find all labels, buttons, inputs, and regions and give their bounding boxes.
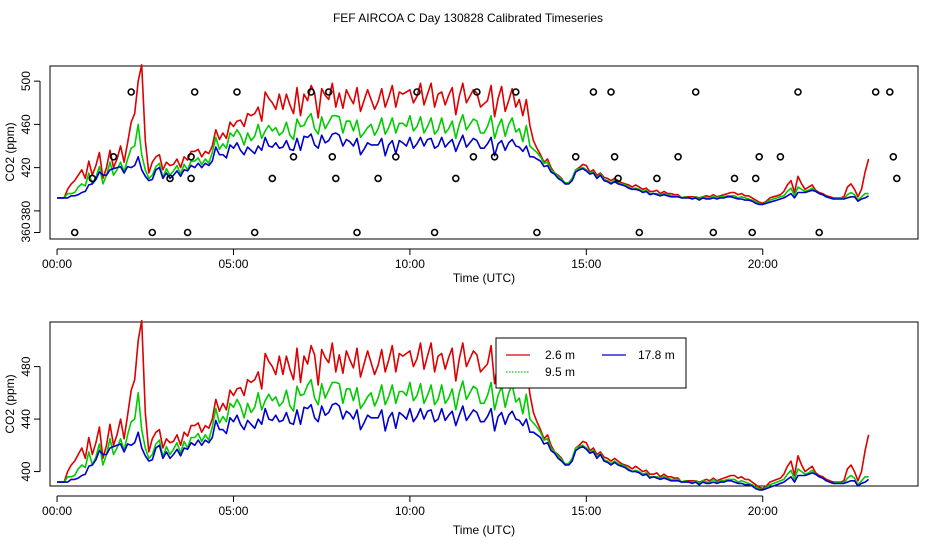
y-tick-label: 440 — [19, 409, 33, 429]
reference-marker — [691, 88, 700, 96]
reference-marker — [469, 153, 478, 161]
reference-marker — [233, 88, 241, 96]
reference-marker — [473, 88, 481, 96]
reference-marker — [610, 153, 619, 161]
bottom-x-axis: 00:00 05:00 10:00 15:00 20:00 — [42, 495, 778, 518]
bottom-y-axis-label: CO2 (ppm) — [3, 374, 17, 433]
x-tick-label: 05:00 — [218, 257, 248, 271]
top-y-axis-label: CO2 (ppm) — [3, 122, 17, 181]
legend-label-17.8m: 17.8 m — [638, 348, 675, 362]
legend: 2.6 m 9.5 m 17.8 m — [495, 337, 687, 389]
x-tick-label: 05:00 — [218, 504, 248, 518]
top-plot-frame — [49, 65, 919, 240]
bottom-series-lines — [57, 319, 870, 491]
reference-marker — [187, 174, 195, 183]
y-tick-label: 400 — [19, 461, 33, 481]
reference-marker — [324, 88, 333, 96]
reference-marker — [268, 174, 277, 183]
y-tick-label: 360 — [19, 222, 33, 242]
y-tick-label: 500 — [19, 71, 33, 91]
bottom-plot-frame — [49, 321, 919, 487]
reference-marker — [250, 228, 259, 237]
bottom-y-axis: 400 440 480 — [19, 356, 41, 482]
reference-marker — [614, 174, 622, 183]
top-x-axis: 00:00 05:00 10:00 15:00 20:00 — [42, 248, 778, 271]
reference-marker — [589, 88, 598, 96]
reference-marker — [374, 174, 382, 183]
reference-marker — [187, 153, 195, 161]
reference-marker — [307, 88, 315, 96]
reference-marker — [709, 228, 718, 237]
reference-marker — [674, 153, 682, 161]
reference-marker — [88, 174, 97, 183]
reference-marker — [815, 228, 824, 237]
reference-marker — [148, 228, 157, 237]
reference-marker — [755, 153, 764, 161]
top-markers — [70, 88, 901, 237]
x-tick-label: 00:00 — [42, 257, 72, 271]
reference-marker — [353, 228, 361, 237]
reference-marker — [490, 153, 499, 161]
x-tick-label: 15:00 — [571, 504, 601, 518]
bottom-panel: 00:00 05:00 10:00 15:00 20:00 400 440 480 Time… — [3, 319, 919, 537]
legend-label-9.5m: 9.5 m — [545, 365, 575, 379]
y-tick-label: 420 — [19, 157, 33, 177]
x-tick-label: 10:00 — [395, 257, 425, 271]
legend-box — [495, 337, 687, 389]
reference-marker — [533, 228, 541, 237]
reference-marker — [70, 228, 79, 237]
reference-marker — [190, 88, 199, 96]
y-tick-label: 460 — [19, 114, 33, 134]
bottom-x-axis-label: Time (UTC) — [453, 523, 515, 537]
p1-series-line-2.6m — [57, 64, 870, 205]
p1-series-line-9.5m — [57, 112, 869, 206]
reference-marker — [109, 153, 118, 161]
x-tick-label: 20:00 — [748, 504, 778, 518]
reference-marker — [413, 88, 421, 96]
p2-series-line-2.6m — [57, 319, 870, 490]
x-tick-label: 15:00 — [571, 257, 601, 271]
reference-marker — [166, 174, 174, 183]
reference-marker — [730, 174, 739, 183]
reference-marker — [511, 88, 520, 96]
reference-marker — [885, 88, 894, 96]
reference-marker — [289, 153, 298, 161]
reference-marker — [751, 174, 760, 183]
y-tick-label: 480 — [19, 356, 33, 376]
reference-marker — [776, 153, 785, 161]
reference-marker — [183, 228, 192, 237]
reference-marker — [794, 88, 802, 96]
top-x-axis-label: Time (UTC) — [453, 271, 515, 285]
y-tick-label: 380 — [19, 201, 33, 221]
legend-label-2.6m: 2.6 m — [545, 348, 575, 362]
reference-marker — [892, 174, 901, 183]
reference-marker — [635, 228, 644, 237]
x-tick-label: 20:00 — [748, 257, 778, 271]
reference-marker — [127, 88, 135, 96]
chart-title: FEF AIRCOA C Day 130828 Calibrated Times… — [333, 11, 603, 25]
x-tick-label: 00:00 — [42, 504, 72, 518]
reference-marker — [653, 174, 661, 183]
reference-marker — [571, 153, 580, 161]
top-series-lines — [57, 64, 870, 206]
reference-marker — [430, 228, 439, 237]
reference-marker — [331, 174, 340, 183]
reference-marker — [451, 174, 460, 183]
reference-marker — [391, 153, 400, 161]
x-tick-label: 10:00 — [395, 504, 425, 518]
p1-series-line-17.8m — [57, 132, 870, 206]
reference-marker — [871, 88, 880, 96]
p2-series-line-9.5m — [57, 378, 869, 491]
reference-marker — [748, 228, 757, 237]
reference-marker — [328, 153, 337, 161]
p2-series-line-17.8m — [57, 402, 870, 491]
reference-marker — [607, 88, 615, 96]
reference-marker — [889, 153, 898, 161]
